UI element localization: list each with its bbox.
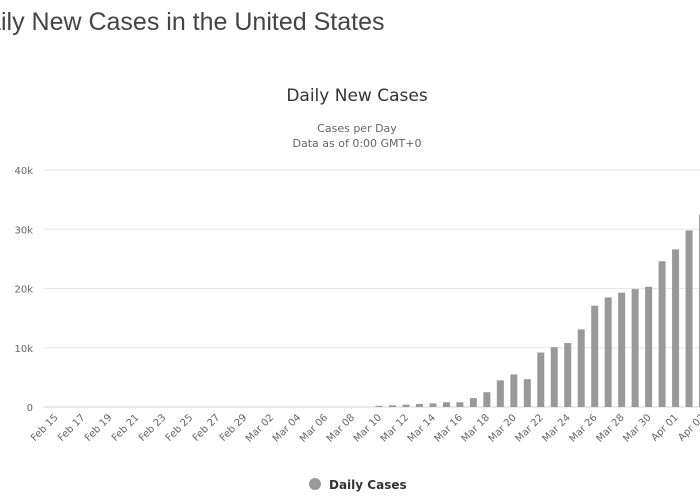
page-title: Daily New Cases in the United States xyxy=(0,8,385,36)
bar-mar-19[interactable] xyxy=(496,380,504,407)
bar-mar-25[interactable] xyxy=(577,329,585,407)
y-tick-label: 10k xyxy=(14,344,33,355)
x-tick-label: Mar 20 xyxy=(487,412,519,444)
x-tick-label: Mar 28 xyxy=(594,412,626,444)
bar-mar-13[interactable] xyxy=(415,404,423,407)
x-tick-label: Feb 27 xyxy=(191,412,223,444)
x-tick-label: Mar 04 xyxy=(271,412,303,444)
bar-mar-29[interactable] xyxy=(631,289,639,407)
y-tick-label: 0 xyxy=(27,403,33,414)
y-tick-label: 30k xyxy=(14,225,33,236)
bar-mar-22[interactable] xyxy=(537,352,545,407)
x-tick-label: Mar 02 xyxy=(244,412,276,444)
y-tick-label: 20k xyxy=(14,285,33,296)
x-tick-label: Mar 10 xyxy=(352,412,384,444)
bar-mar-27[interactable] xyxy=(604,297,612,407)
x-tick-label: Feb 25 xyxy=(164,412,196,444)
bar-mar-28[interactable] xyxy=(618,292,626,407)
chart-subtitle-1: Cases per Day xyxy=(317,122,397,135)
x-tick-label: Mar 30 xyxy=(621,412,653,444)
bar-mar-11[interactable] xyxy=(389,405,396,407)
bar-apr-02[interactable] xyxy=(685,230,693,407)
legend-marker-icon xyxy=(309,478,321,490)
bar-mar-30[interactable] xyxy=(645,286,653,407)
x-tick-label: Mar 08 xyxy=(325,412,357,444)
bar-mar-15[interactable] xyxy=(442,402,450,407)
bar-mar-24[interactable] xyxy=(564,343,572,407)
legend-item-daily-cases[interactable]: Daily Cases xyxy=(309,478,407,492)
bar-mar-16[interactable] xyxy=(456,402,464,407)
x-tick-label: Mar 12 xyxy=(379,412,411,444)
chart-subtitle-2: Data as of 0:00 GMT+0 xyxy=(293,137,422,150)
x-tick-label: Feb 15 xyxy=(29,412,61,444)
x-tick-label: Mar 16 xyxy=(433,412,465,444)
bar-apr-01[interactable] xyxy=(672,249,680,407)
x-tick-label: Feb 19 xyxy=(83,412,115,444)
x-tick-label: Feb 23 xyxy=(137,412,169,444)
bar-mar-18[interactable] xyxy=(483,392,491,407)
x-tick-label: Feb 29 xyxy=(218,412,250,444)
bar-mar-14[interactable] xyxy=(429,403,437,407)
bar-mar-10[interactable] xyxy=(375,405,383,407)
bar-mar-20[interactable] xyxy=(510,374,518,407)
x-tick-label: Apr 03 xyxy=(676,412,700,443)
chart-title: Daily New Cases xyxy=(286,86,428,106)
x-tick-label: Feb 21 xyxy=(110,412,142,444)
legend-label: Daily Cases xyxy=(329,478,407,492)
bar-mar-23[interactable] xyxy=(550,347,558,407)
x-tick-label: Mar 14 xyxy=(406,412,438,444)
y-tick-label: 40k xyxy=(14,166,33,177)
x-tick-label: Mar 18 xyxy=(460,412,492,444)
bar-mar-26[interactable] xyxy=(591,305,599,407)
bar-mar-12[interactable] xyxy=(402,404,410,407)
x-tick-label: Apr 01 xyxy=(649,412,680,443)
bar-mar-31[interactable] xyxy=(658,261,666,407)
x-tick-label: Mar 26 xyxy=(567,412,599,444)
x-tick-label: Mar 22 xyxy=(514,412,546,444)
x-tick-label: Feb 17 xyxy=(56,412,88,444)
bar-mar-21[interactable] xyxy=(523,379,531,407)
x-tick-label: Mar 24 xyxy=(540,412,572,444)
bar-mar-17[interactable] xyxy=(469,398,477,407)
x-tick-label: Mar 06 xyxy=(298,412,330,444)
